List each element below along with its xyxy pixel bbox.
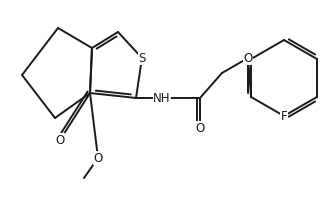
Text: F: F xyxy=(281,109,287,123)
Text: O: O xyxy=(243,52,253,64)
Text: S: S xyxy=(138,52,146,64)
Text: NH: NH xyxy=(153,92,171,104)
Text: O: O xyxy=(55,134,65,146)
Text: O: O xyxy=(195,122,204,135)
Text: O: O xyxy=(93,151,103,165)
